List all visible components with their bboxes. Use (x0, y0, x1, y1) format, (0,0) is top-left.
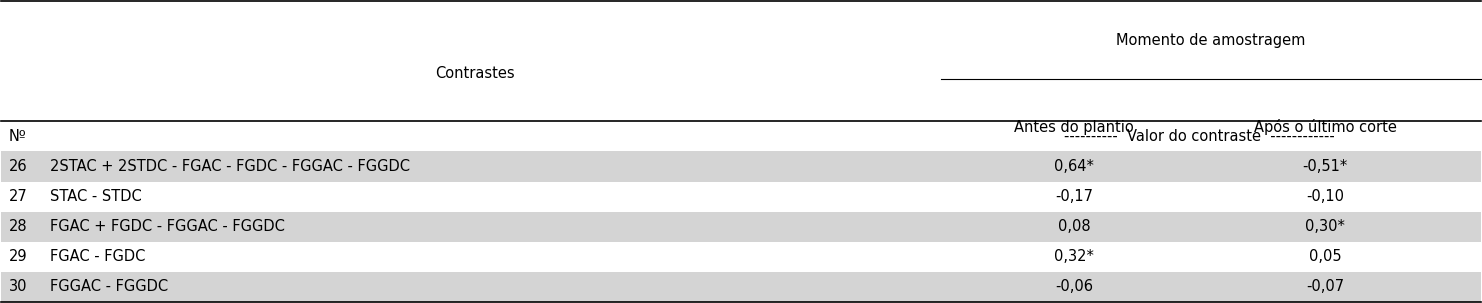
Text: Antes do plantio: Antes do plantio (1014, 120, 1134, 135)
Text: 27: 27 (9, 189, 28, 204)
Bar (1, 211, 1481, 241)
Bar (1, 152, 1481, 181)
Text: 28: 28 (9, 219, 27, 234)
Text: -0,51*: -0,51* (1303, 159, 1349, 174)
Text: 29: 29 (9, 249, 27, 264)
Text: Nº: Nº (9, 129, 27, 144)
Text: Momento de amostragem: Momento de amostragem (1116, 33, 1306, 48)
Text: Contrastes: Contrastes (434, 66, 514, 81)
Text: 0,05: 0,05 (1309, 249, 1341, 264)
Text: 2STAC + 2STDC - FGAC - FGDC - FGGAC - FGGDC: 2STAC + 2STDC - FGAC - FGDC - FGGAC - FG… (50, 159, 411, 174)
Text: 0,08: 0,08 (1058, 219, 1091, 234)
Text: Após o último corte: Após o último corte (1254, 119, 1396, 135)
Text: 30: 30 (9, 279, 27, 294)
Text: ----------  Valor do contraste  ------------: ---------- Valor do contraste ----------… (1064, 129, 1335, 144)
Text: 26: 26 (9, 159, 27, 174)
Text: 0,64*: 0,64* (1054, 159, 1094, 174)
Text: -0,10: -0,10 (1306, 189, 1344, 204)
Text: FGGAC - FGGDC: FGGAC - FGGDC (50, 279, 169, 294)
Text: -0,07: -0,07 (1306, 279, 1344, 294)
Text: FGAC + FGDC - FGGAC - FGGDC: FGAC + FGDC - FGGAC - FGGDC (50, 219, 285, 234)
Text: STAC - STDC: STAC - STDC (50, 189, 142, 204)
Text: 0,32*: 0,32* (1054, 249, 1094, 264)
Text: 0,30*: 0,30* (1306, 219, 1346, 234)
Text: -0,17: -0,17 (1055, 189, 1092, 204)
Text: FGAC - FGDC: FGAC - FGDC (50, 249, 145, 264)
Text: -0,06: -0,06 (1055, 279, 1092, 294)
Bar (1, 271, 1481, 301)
